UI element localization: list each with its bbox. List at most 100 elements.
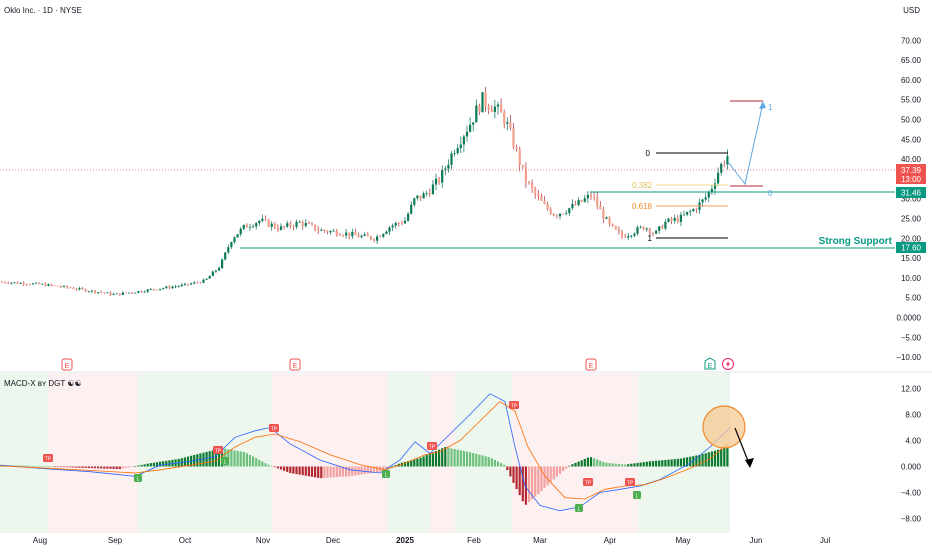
macd-histogram-bar [639,462,642,467]
candle-body [562,213,565,215]
candle-body [25,284,28,286]
candle-body [131,292,134,294]
macd-histogram-bar [664,459,667,467]
candle-body [149,289,152,290]
candle-body [385,231,388,234]
candle-body [168,286,171,289]
candle-body [453,153,456,154]
candle-body [273,223,276,228]
svg-text:TP: TP [45,457,52,463]
macd-histogram-bar [314,466,317,478]
candle-body [469,124,472,132]
candle-body [121,292,124,295]
candle-body [292,226,295,228]
macd-histogram-bar [689,456,692,467]
macd-axis: 12.00 8.00 4.00 0.000 −4.00 −8.00 [901,385,922,524]
candle-body [211,271,214,276]
earnings-marker[interactable]: E [585,358,597,371]
candle-body [289,223,292,227]
macd-histogram-bar [568,465,571,467]
macd-histogram-bar [90,466,93,469]
candle-body [345,232,348,236]
candle-body [87,291,90,293]
candle-body [72,287,75,289]
candle-body [236,234,239,238]
macd-histogram-bar [258,459,261,467]
candle-body [667,218,670,222]
candle-body [586,194,589,199]
macd-histogram-bar [403,461,407,467]
candle-body [221,259,224,268]
earnings-marker[interactable]: E [61,358,73,371]
macd-band [272,373,388,533]
candle-body [410,204,413,214]
candle-body [484,92,487,107]
macd-histogram-bar [478,454,481,467]
candle-body [174,286,177,288]
earnings-marker[interactable]: E [289,358,301,371]
candle-body [593,196,596,198]
macd-histogram-bar [527,466,531,503]
candle-body [487,106,490,110]
candle-body [214,270,217,272]
candle-body [78,288,81,290]
price-axis-tick: 50.00 [901,116,922,125]
macd-histogram-bar [97,466,100,469]
macd-histogram-bar [472,453,475,467]
candle-body [692,209,695,212]
macd-histogram-bar [490,458,493,467]
macd-histogram-bar [521,466,524,502]
macd-histogram-bar [211,450,214,467]
macd-histogram-bar [202,452,205,467]
macd-histogram-bar [469,452,472,467]
macd-histogram-bar [267,464,270,467]
macd-histogram-bar [354,466,357,476]
macd-histogram-bar [552,466,555,480]
candle-body [472,122,475,125]
candle-body [183,283,186,285]
lightning-icon[interactable] [722,358,734,370]
macd-histogram-bar [292,466,295,474]
candle-body [664,221,667,229]
candle-body [639,226,642,228]
candle-body [193,282,196,284]
macd-histogram-bar [162,461,165,467]
candle-body [276,227,279,230]
candle-body [388,227,391,232]
macd-histogram-bar [630,463,633,467]
macd-band [48,373,138,533]
macd-histogram-bar [500,463,503,467]
macd-histogram-bar [31,465,35,467]
macd-histogram-bar [462,450,465,467]
price-axis-tick: 70.00 [901,36,922,45]
price-axis-tick: 5.00 [905,294,921,303]
macd-histogram-bar [416,458,419,467]
candle-body [549,208,552,214]
macd-histogram-bar [323,466,326,478]
time-axis-label: Nov [256,536,270,545]
time-axis-label: Jun [750,536,763,545]
macd-histogram-bar [670,459,673,467]
resistance-tag-label: 31.46 [901,189,922,198]
candle-body [106,292,109,294]
macd-histogram-bar [152,462,155,467]
candle-body [47,284,50,286]
candle-body [397,223,400,224]
macd-histogram-bar [103,466,106,469]
candle-body [97,292,100,293]
macd-histogram-bar [72,466,75,468]
candle-body [152,289,155,290]
macd-histogram-bar [537,466,540,494]
macd-histogram-bar [571,464,574,467]
svg-text:E: E [589,363,594,370]
candle-body [115,293,118,295]
earnings-marker[interactable]: E [704,357,716,370]
macd-band [578,373,638,533]
candle-body [403,220,407,224]
candle-body [335,230,338,236]
candle-body [596,196,599,206]
macd-histogram-bar [59,466,62,468]
candle-body [518,148,521,165]
